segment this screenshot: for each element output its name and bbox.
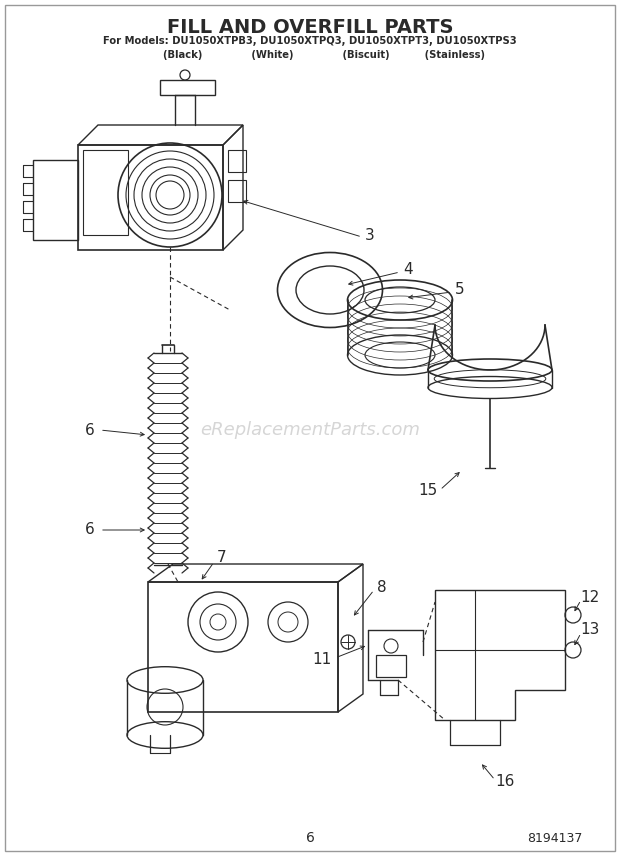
Text: eReplacementParts.com: eReplacementParts.com [200,421,420,439]
Text: 7: 7 [217,550,227,566]
Text: 6: 6 [85,522,95,538]
Text: 13: 13 [580,622,600,638]
Bar [228,150,246,172]
Bar [83,150,128,235]
Text: FILL AND OVERFILL PARTS: FILL AND OVERFILL PARTS [167,18,453,37]
Text: 12: 12 [580,591,600,605]
Text: 16: 16 [495,775,515,789]
Text: For Models: DU1050XTPB3, DU1050XTPQ3, DU1050XTPT3, DU1050XTPS3: For Models: DU1050XTPB3, DU1050XTPQ3, DU… [103,36,517,46]
Text: 6: 6 [85,423,95,437]
Bar [228,180,246,202]
Text: 15: 15 [418,483,438,497]
Text: 8: 8 [377,580,387,596]
Text: 11: 11 [312,652,332,668]
Text: 4: 4 [403,263,413,277]
Text: (Black)              (White)              (Biscuit)          (Stainless): (Black) (White) (Biscuit) (Stainless) [135,50,485,60]
Text: 6: 6 [306,831,314,845]
Text: 8194137: 8194137 [528,831,583,845]
Bar [376,655,406,677]
Text: 5: 5 [455,282,465,298]
Bar [160,80,215,95]
Text: 3: 3 [365,228,375,242]
